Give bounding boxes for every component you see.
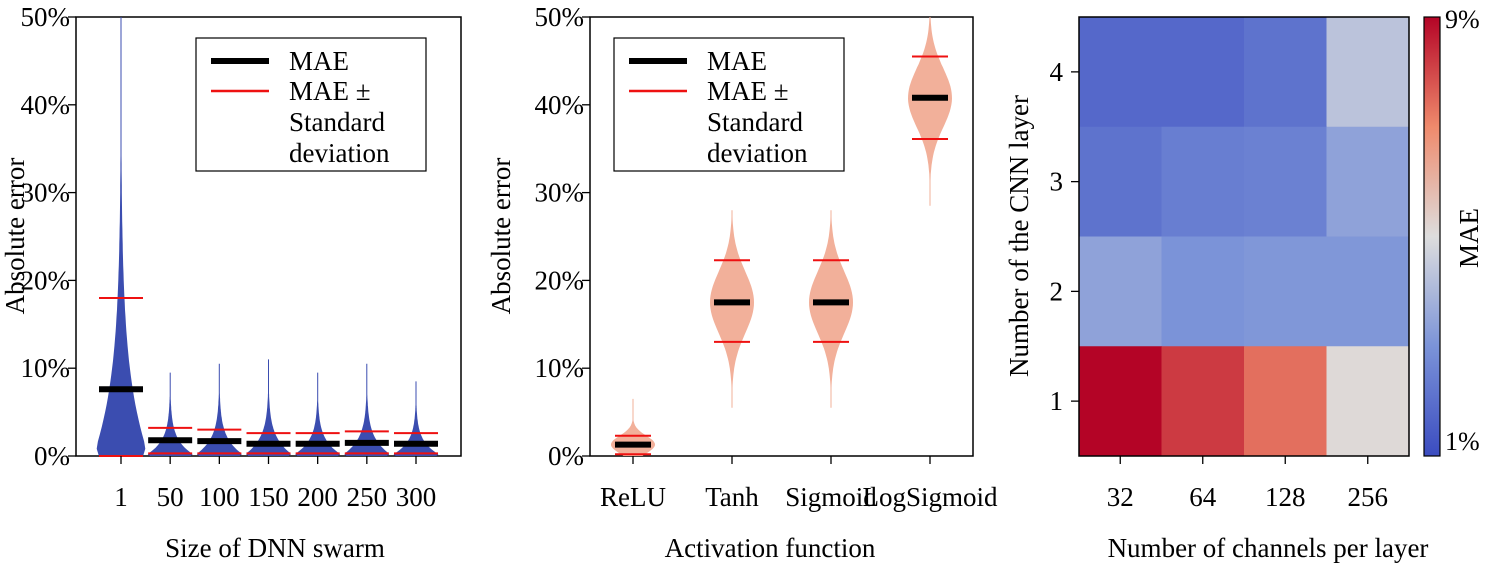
- heatmap-cell: [1079, 17, 1162, 128]
- heatmap-cell: [1161, 17, 1245, 128]
- x-tick-label: 50: [157, 482, 184, 512]
- heatmap-cell: [1326, 17, 1410, 128]
- x-tick-label: LogSigmoid: [862, 482, 998, 512]
- x-axis-label: Activation function: [665, 533, 876, 563]
- y-tick-label: 30%: [535, 178, 585, 208]
- x-tick-label: 100: [199, 482, 240, 512]
- violin-Tanh: [710, 210, 754, 408]
- y-tick-label: 10%: [535, 353, 585, 383]
- y-axis-ticks: 0% 10% 20% 30% 40% 50%: [535, 2, 590, 471]
- heatmap-cell: [1244, 17, 1327, 128]
- legend-std-label: MAE ± Standard deviation: [707, 76, 808, 168]
- plot-frame: [589, 16, 974, 457]
- x-tick-label: 300: [396, 482, 437, 512]
- y-tick-label: 0%: [34, 441, 70, 471]
- violin-50: [147, 372, 193, 456]
- x-axis-label: Size of DNN swarm: [165, 533, 385, 563]
- y-tick-label: 4: [1050, 57, 1064, 87]
- x-tick-label: 64: [1189, 482, 1217, 512]
- y-tick-label: 0%: [548, 441, 584, 471]
- x-tick-label: 250: [347, 482, 388, 512]
- violin-300: [393, 381, 439, 456]
- y-axis-label: Absolute error: [486, 158, 516, 315]
- legend-mae-label: MAE: [707, 46, 767, 76]
- colorbar: [1423, 16, 1441, 457]
- legend: MAE MAE ± Standard deviation: [613, 37, 845, 172]
- legend: MAE MAE ± Standard deviation: [195, 37, 427, 172]
- heatmap-cell: [1079, 346, 1162, 457]
- y-tick-label: 20%: [21, 265, 71, 295]
- y-tick-label: 40%: [535, 90, 585, 120]
- legend-std-label: MAE ± Standard deviation: [289, 76, 390, 168]
- heatmap-cell: [1244, 236, 1327, 347]
- panel-activation-function: 0% 10% 20% 30% 40% 50% ReLU Tanh SigmoidLogSigm…: [486, 2, 998, 563]
- x-tick-label: 150: [248, 482, 289, 512]
- colorbar-min-label: 1%: [1445, 427, 1480, 456]
- heatmap-cell: [1326, 346, 1410, 457]
- x-tick-label: 128: [1265, 482, 1306, 512]
- y-tick-label: 40%: [21, 90, 71, 120]
- colorbar-max-label: 9%: [1445, 5, 1480, 34]
- heatmap-cell: [1244, 126, 1327, 237]
- violin-250: [344, 363, 390, 456]
- y-tick-label: 1: [1050, 386, 1064, 416]
- violin-1: [96, 17, 146, 456]
- x-tick-label: 1: [114, 482, 128, 512]
- y-tick-label: 3: [1050, 167, 1064, 197]
- y-axis-label: Absolute error: [0, 158, 30, 315]
- y-tick-label: 50%: [535, 2, 585, 32]
- colorbar-label: MAE: [1454, 208, 1484, 268]
- y-axis-ticks: 0% 10% 20% 30% 40% 50%: [21, 2, 76, 471]
- heatmap-cell: [1079, 126, 1162, 237]
- heatmap-frame: [1078, 16, 1410, 457]
- x-axis-ticks: 32 64 128 256: [1107, 456, 1388, 512]
- x-tick-label: 256: [1348, 482, 1389, 512]
- x-axis-ticks: 1 50 100 150 200 250 300: [114, 456, 436, 512]
- x-tick-label: 200: [297, 482, 338, 512]
- y-tick-label: 50%: [21, 2, 71, 32]
- heatmap-cell: [1161, 126, 1245, 237]
- heatmap-cell: [1161, 346, 1245, 457]
- x-axis-label: Number of channels per layer: [1108, 533, 1429, 563]
- heatmap-cell: [1161, 236, 1245, 347]
- heatmap-cell: [1326, 126, 1410, 237]
- violin-150: [246, 359, 291, 456]
- y-axis-label: Number of the CNN layer: [1004, 95, 1034, 377]
- violin-group: [96, 17, 439, 457]
- x-tick-label: 32: [1107, 482, 1134, 512]
- violin-Sigmoid: [809, 210, 853, 408]
- violin-200: [295, 372, 341, 456]
- heatmap-cells: [1079, 17, 1410, 457]
- y-tick-label: 20%: [535, 265, 585, 295]
- legend-mae-label: MAE: [289, 46, 349, 76]
- heatmap-cell: [1079, 236, 1162, 347]
- heatmap-cell: [1244, 346, 1327, 457]
- violin-100: [196, 363, 242, 456]
- x-tick-label: ReLU: [600, 482, 666, 512]
- y-tick-label: 2: [1050, 276, 1064, 306]
- x-tick-label: Sigmoid: [785, 482, 877, 512]
- violin-LogSigmoid: [908, 17, 952, 206]
- panel-swarm-size: 0%10%20%30%40%50% 1 50 100 150 200 250 300 Siz…: [0, 2, 462, 563]
- y-axis-ticks: 4 3 2 1: [1050, 57, 1079, 416]
- violin-group: [611, 17, 952, 456]
- x-tick-label: Tanh: [705, 482, 759, 512]
- heatmap-cell: [1326, 236, 1410, 347]
- y-tick-label: 30%: [21, 178, 71, 208]
- y-tick-label: 10%: [21, 353, 71, 383]
